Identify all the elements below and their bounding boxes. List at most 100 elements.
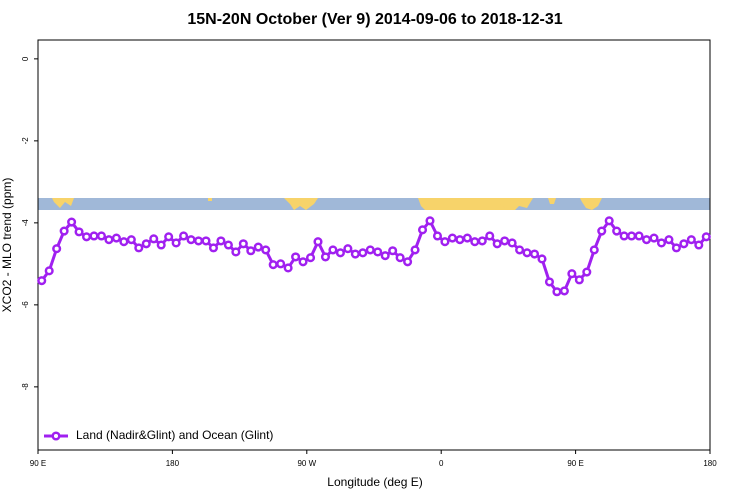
data-point: [268, 260, 278, 270]
data-point: [612, 226, 622, 236]
x-tick-label: 0: [439, 459, 444, 468]
data-point: [149, 234, 159, 244]
data-point: [462, 233, 472, 243]
data-point: [440, 237, 450, 247]
data-point: [343, 244, 353, 254]
data-point: [208, 243, 219, 253]
data-point: [37, 276, 47, 286]
data-point: [328, 245, 338, 255]
data-point: [388, 246, 398, 256]
x-tick-label: 90 E: [567, 459, 583, 468]
data-point: [186, 235, 196, 245]
data-point: [350, 249, 360, 259]
data-point: [425, 216, 435, 226]
data-point: [664, 235, 674, 245]
x-tick-label: 90 W: [297, 459, 316, 468]
data-point: [567, 269, 577, 279]
data-point: [261, 245, 271, 255]
x-tick-label: 180: [166, 459, 180, 468]
map-strip: [38, 198, 710, 210]
data-point: [380, 251, 390, 261]
data-point: [500, 236, 510, 246]
data-point: [492, 239, 502, 249]
data-point: [305, 253, 316, 263]
data-point: [529, 249, 540, 259]
data-point: [44, 266, 54, 276]
data-point: [141, 239, 151, 249]
y-tick-label: -6: [21, 301, 30, 309]
data-point: [485, 231, 495, 241]
data-point: [111, 233, 121, 243]
data-point: [156, 240, 166, 250]
x-tick-label: 90 E: [30, 459, 46, 468]
data-point: [171, 238, 181, 248]
data-point: [522, 248, 532, 258]
data-point: [216, 236, 226, 246]
data-point: [126, 235, 136, 245]
data-point: [627, 231, 637, 241]
x-tick-label: 180: [703, 459, 717, 468]
data-point: [164, 232, 174, 242]
data-point: [552, 287, 562, 297]
data-point: [432, 231, 443, 241]
data-point: [231, 247, 241, 257]
data-point: [223, 240, 233, 250]
data-point: [238, 239, 248, 249]
data-point: [455, 235, 465, 245]
data-point: [246, 246, 256, 256]
data-point: [597, 226, 607, 236]
chart-title: 15N-20N October (Ver 9) 2014-09-06 to 20…: [187, 11, 562, 28]
data-point: [201, 236, 211, 246]
y-tick-label: -8: [21, 383, 30, 391]
y-tick-label: 0: [21, 56, 30, 61]
data-point: [559, 286, 569, 296]
data-point: [634, 231, 644, 241]
data-point: [104, 235, 114, 245]
data-point: [619, 231, 629, 241]
data-point: [283, 263, 293, 273]
data-point: [335, 248, 345, 258]
data-point: [298, 257, 308, 267]
data-point: [253, 242, 263, 252]
data-point: [507, 238, 517, 248]
data-point: [537, 254, 547, 264]
data-point: [641, 235, 652, 245]
data-point: [604, 216, 614, 226]
data-point: [686, 235, 696, 245]
data-point: [477, 236, 487, 246]
data-point: [544, 277, 555, 287]
data-point: [313, 237, 323, 247]
data-point: [193, 236, 204, 246]
data-point: [89, 231, 99, 241]
y-tick-label: -2: [21, 137, 30, 145]
data-point: [671, 243, 681, 253]
data-point: [447, 233, 457, 243]
data-point: [470, 237, 480, 247]
data-point: [365, 245, 375, 255]
data-point: [96, 231, 107, 241]
data-point: [59, 226, 69, 236]
data-point: [403, 257, 413, 267]
series-line: [40, 218, 708, 294]
data-point: [52, 244, 62, 254]
data-point: [179, 231, 189, 241]
data-point: [373, 247, 383, 257]
data-point: [134, 243, 144, 253]
legend-marker: [51, 431, 61, 441]
data-point: [395, 253, 405, 263]
data-point: [276, 259, 286, 269]
data-point: [589, 245, 599, 255]
data-point: [679, 239, 689, 249]
data-point: [81, 232, 92, 242]
data-point: [582, 267, 592, 277]
data-point: [515, 245, 525, 255]
legend-label: Land (Nadir&Glint) and Ocean (Glint): [76, 428, 273, 442]
data-point: [574, 275, 584, 285]
data-point: [410, 245, 420, 255]
data-point: [694, 240, 704, 250]
plot-frame: [37, 39, 711, 451]
data-point: [417, 225, 428, 235]
legend: Land (Nadir&Glint) and Ocean (Glint): [44, 428, 273, 442]
y-tick-label: -4: [21, 219, 30, 227]
